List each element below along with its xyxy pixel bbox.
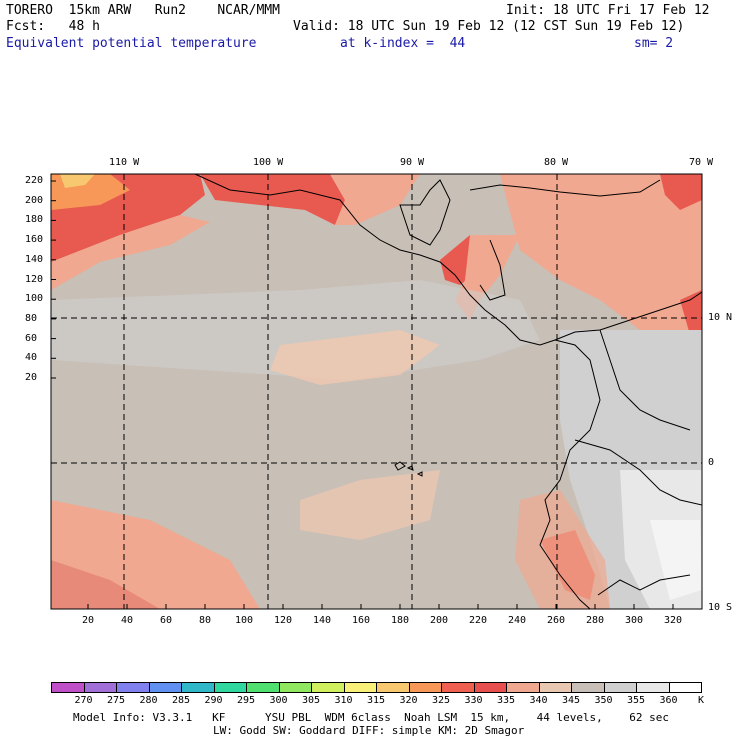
colorbar-label: 275 [106,695,126,706]
x-tick-label: 300 [625,615,644,626]
y-tick-label: 20 [25,372,38,383]
colorbar-swatch [311,682,345,693]
k-index: at k-index = 44 [340,36,466,51]
x-tick-label: 260 [547,615,566,626]
y-tick-label: 40 [25,352,38,364]
colorbar-label: 360 [659,695,678,706]
y-tick-label: 200 [25,194,44,206]
init-time: Init: 18 UTC Fri 17 Feb 12 [506,3,710,18]
colorbar-swatch [116,682,150,693]
colorbar-swatch [343,682,377,693]
colorbar-swatch [441,682,475,693]
colorbar-swatch [636,682,670,693]
field-name: Equivalent potential temperature [6,36,257,51]
colorbar-label: 270 [74,695,93,706]
colorbar-swatch [213,682,247,693]
colorbar-label: 330 [464,695,483,706]
x-tick-label: 20 [82,615,95,626]
colorbar-swatch [668,682,702,693]
lon-label-110w: 110 W [109,157,140,168]
colorbar-swatch [83,682,117,693]
colorbar-swatch [278,682,312,693]
smoothing: sm= 2 [634,36,674,51]
y-tick-label: 140 [25,253,44,265]
x-tick-label: 40 [121,615,134,626]
lon-label-90w: 90 W [400,157,425,168]
model-info: Model Info: V3.3.1 KF YSU PBL WDM 6class… [73,711,670,724]
x-tick-label: 120 [274,615,293,626]
x-tick-label: 100 [235,615,254,626]
colorbar-swatch [181,682,215,693]
colorbar-swatch [246,682,280,693]
physics-info: LW: Godd SW: Goddard DIFF: simple KM: 2D… [213,724,525,737]
x-tick-label: 160 [352,615,371,626]
y-tick-label: 180 [25,214,44,226]
model-title: TORERO 15km ARW Run2 NCAR/MMM [6,3,280,18]
colorbar-label: 300 [269,695,288,706]
colorbar-swatch [51,682,85,693]
valid-time: Valid: 18 UTC Sun 19 Feb 12 (12 CST Sun … [293,19,685,34]
y-tick-label: 80 [25,312,38,324]
x-tick-label: 320 [664,615,683,626]
colorbar-label: 335 [496,695,516,706]
theta-e-field [51,174,702,609]
colorbar-label: 345 [561,695,581,706]
colorbar-label: 285 [171,695,191,706]
x-tick-label: 200 [430,615,449,626]
colorbar-swatch [571,682,605,693]
x-tick-label: 220 [469,615,488,626]
y-tick-label: 100 [25,293,44,305]
colorbar-label: 290 [204,695,223,706]
x-tick-label: 140 [313,615,332,626]
forecast-hour: Fcst: 48 h [6,19,100,34]
colorbar-label: 280 [139,695,158,706]
lon-label-80w: 80 W [544,157,569,168]
colorbar-swatch [506,682,540,693]
x-tick-label: 280 [586,615,605,626]
colorbar-swatch [376,682,410,693]
colorbar-label: 320 [399,695,418,706]
lat-label-10n: 10 N [708,312,733,323]
colorbar-swatch [148,682,182,693]
colorbar-label: 340 [529,695,548,706]
lat-label-0: 0 [708,457,715,468]
y-tick-label: 220 [25,175,44,186]
colorbar-label: 315 [366,695,386,706]
y-tick-label: 60 [25,332,38,344]
colorbar-label: 355 [626,695,646,706]
colorbar-label: 305 [301,695,321,706]
colorbar-label: 350 [594,695,613,706]
colorbar-unit: K [697,695,705,706]
colorbar-swatch [603,682,637,693]
plot-frame [50,173,703,610]
lat-label-10s: 10 S [708,602,733,613]
lon-label-70w: 70 W [689,157,714,168]
coastlines [194,174,702,609]
x-tick-label: 180 [391,615,410,626]
x-tick-label: 80 [199,615,212,626]
colorbar-swatch [408,682,442,693]
colorbar-swatch [473,682,507,693]
colorbar-swatch [538,682,572,693]
colorbar-label: 310 [334,695,353,706]
y-tick-label: 120 [25,273,44,285]
lat-lon-grid [51,174,702,609]
x-tick-label: 60 [160,615,173,626]
lon-label-100w: 100 W [253,157,284,168]
colorbar-label: 295 [236,695,256,706]
x-tick-label: 240 [508,615,527,626]
y-tick-label: 160 [25,234,44,246]
colorbar-label: 325 [431,695,451,706]
